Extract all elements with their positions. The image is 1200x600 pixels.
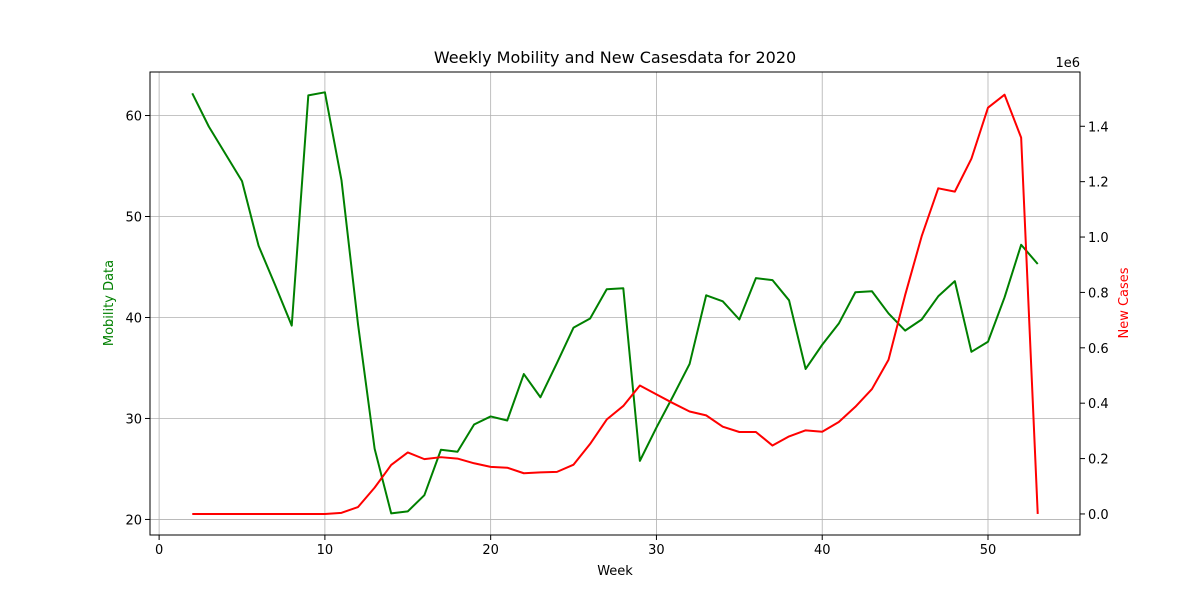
- ticks: 0 10 20 30 40 50 20 30 40 50 60 0.0 0.2 0.4 0.6 0.8 1.0 1…: [125, 110, 1108, 558]
- y-left-tick-label: 60: [125, 110, 142, 125]
- mobility-line: [191, 91, 1039, 515]
- series: [191, 91, 1039, 515]
- y-left-tick-label: 40: [125, 311, 142, 326]
- x-tick-label: 0: [155, 543, 163, 558]
- x-tick-label: 10: [317, 543, 334, 558]
- x-tick-label: 20: [482, 543, 499, 558]
- y-axis-left-label: Mobility Data: [102, 260, 117, 346]
- y-right-tick-label: 1.0: [1088, 231, 1109, 246]
- y-right-tick-label: 1.2: [1088, 176, 1109, 191]
- y-left-tick-label: 20: [125, 513, 142, 528]
- plot-frame: [149, 71, 1081, 536]
- x-tick-label: 40: [814, 543, 831, 558]
- y-right-tick-label: 0.6: [1088, 342, 1109, 357]
- y-right-tick-label: 0.8: [1088, 286, 1109, 301]
- y-right-tick-label: 1.4: [1088, 120, 1109, 135]
- y-right-tick-label: 0.2: [1088, 453, 1109, 468]
- new-cases-line: [192, 93, 1039, 515]
- y-right-tick-label: 0.4: [1088, 397, 1109, 412]
- chart-title: Weekly Mobility and New Casesdata for 20…: [434, 48, 796, 67]
- y-right-tick-label: 0.0: [1088, 508, 1109, 523]
- x-tick-label: 50: [980, 543, 997, 558]
- y-axis-right-label: New Cases: [1117, 267, 1132, 338]
- grid: [150, 72, 1080, 535]
- x-tick-label: 30: [648, 543, 665, 558]
- y-left-tick-label: 30: [125, 412, 142, 427]
- y-left-tick-label: 50: [125, 211, 142, 226]
- y-axis-right-offset-label: 1e6: [1055, 56, 1080, 71]
- x-axis-label: Week: [597, 564, 633, 579]
